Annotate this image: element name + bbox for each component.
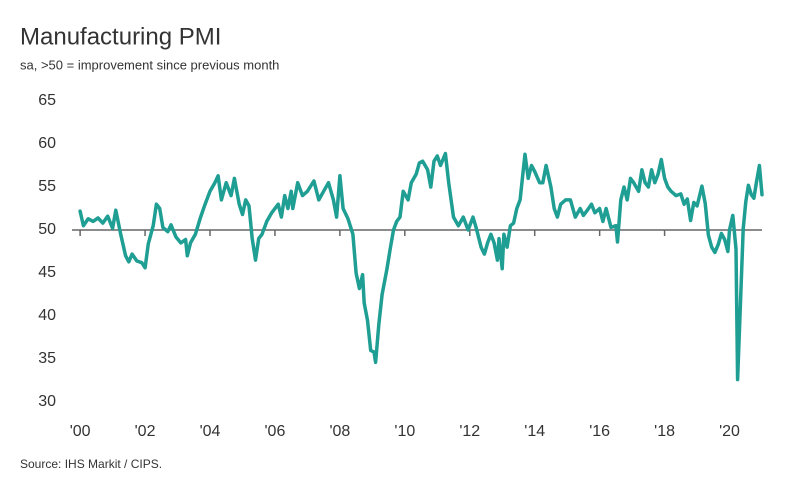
x-tick-label: '18 <box>654 423 675 440</box>
y-tick-label: 65 <box>38 92 56 109</box>
x-tick-label: '14 <box>524 423 545 440</box>
x-tick-label: '00 <box>70 423 91 440</box>
x-tick-label: '06 <box>265 423 286 440</box>
y-tick-label: 55 <box>38 178 56 195</box>
x-tick-label: '20 <box>719 423 740 440</box>
source-note: Source: IHS Markit / CIPS. <box>20 457 162 471</box>
y-tick-label: 60 <box>38 135 56 152</box>
x-tick-label: '16 <box>589 423 610 440</box>
x-tick-label: '08 <box>329 423 350 440</box>
x-tick-label: '12 <box>459 423 480 440</box>
pmi-line <box>78 151 764 382</box>
y-tick-label: 30 <box>38 393 56 410</box>
chart-subtitle: sa, >50 = improvement since previous mon… <box>20 57 279 72</box>
x-tick-label: '10 <box>394 423 415 440</box>
y-tick-label: 45 <box>38 264 56 281</box>
x-tick-label: '04 <box>200 423 221 440</box>
x-tick-label: '02 <box>135 423 156 440</box>
y-tick-label: 50 <box>38 221 56 238</box>
chart-title: Manufacturing PMI <box>20 23 221 50</box>
y-tick-label: 35 <box>38 350 56 367</box>
y-tick-label: 40 <box>38 307 56 324</box>
